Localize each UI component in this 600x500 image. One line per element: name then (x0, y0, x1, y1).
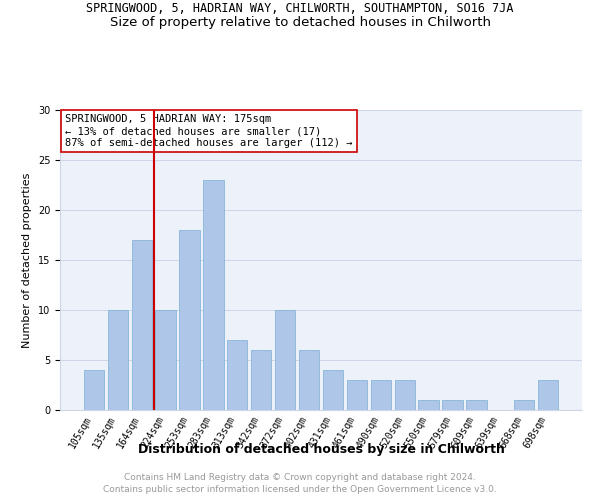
Bar (371, 380, 391, 410)
Bar (131, 240, 152, 410)
Bar (107, 310, 128, 410)
Text: Contains HM Land Registry data © Crown copyright and database right 2024.
Contai: Contains HM Land Registry data © Crown c… (103, 472, 497, 494)
Text: SPRINGWOOD, 5 HADRIAN WAY: 175sqm
← 13% of detached houses are smaller (17)
87% : SPRINGWOOD, 5 HADRIAN WAY: 175sqm ← 13% … (65, 114, 353, 148)
Text: Size of property relative to detached houses in Chilworth: Size of property relative to detached ho… (110, 16, 491, 29)
Text: SPRINGWOOD, 5, HADRIAN WAY, CHILWORTH, SOUTHAMPTON, SO16 7JA: SPRINGWOOD, 5, HADRIAN WAY, CHILWORTH, S… (86, 2, 514, 16)
Bar (442, 400, 463, 410)
Bar (275, 310, 295, 410)
Bar (179, 230, 200, 410)
Bar (347, 380, 367, 410)
Bar (203, 180, 224, 410)
Bar (538, 380, 558, 410)
Bar (227, 340, 247, 410)
Bar (299, 350, 319, 410)
Bar (251, 350, 271, 410)
Bar (84, 370, 104, 410)
Bar (466, 400, 487, 410)
Bar (418, 400, 439, 410)
Bar (323, 370, 343, 410)
Y-axis label: Number of detached properties: Number of detached properties (22, 172, 32, 348)
Text: Distribution of detached houses by size in Chilworth: Distribution of detached houses by size … (137, 442, 505, 456)
Bar (514, 400, 535, 410)
Bar (395, 380, 415, 410)
Bar (155, 310, 176, 410)
